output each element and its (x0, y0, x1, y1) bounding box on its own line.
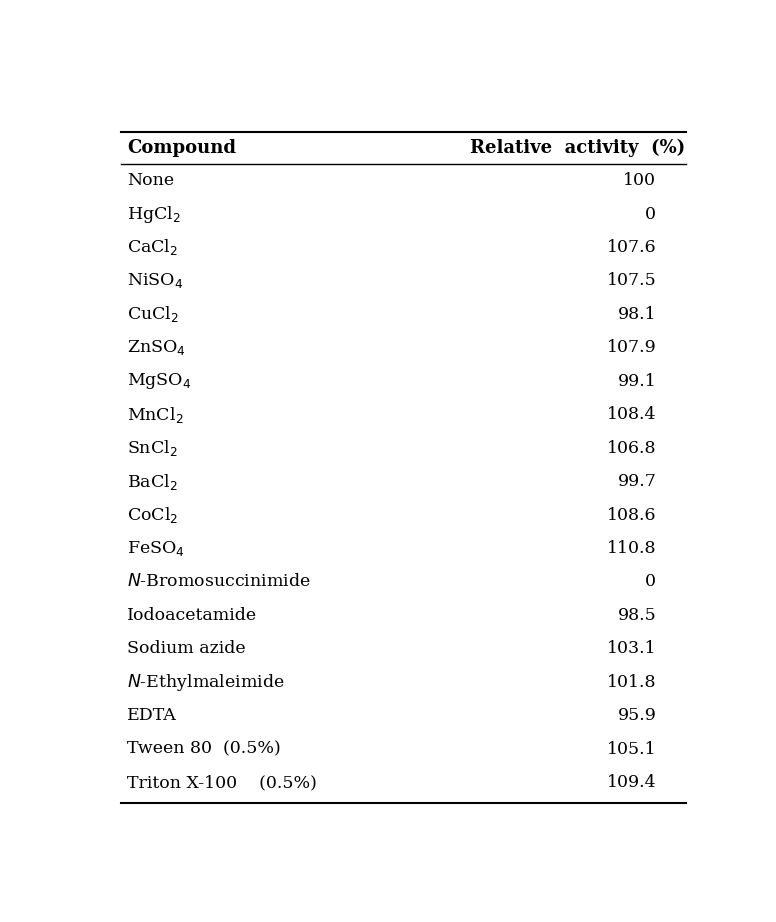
Text: MgSO$_4$: MgSO$_4$ (127, 372, 192, 391)
Text: BaCl$_2$: BaCl$_2$ (127, 471, 178, 491)
Text: 98.1: 98.1 (618, 306, 656, 323)
Text: 99.1: 99.1 (618, 372, 656, 390)
Text: SnCl$_2$: SnCl$_2$ (127, 438, 178, 458)
Text: Tween 80  (0.5%): Tween 80 (0.5%) (127, 740, 281, 758)
Text: $N$-Bromosuccinimide: $N$-Bromosuccinimide (127, 573, 311, 590)
Text: NiSO$_4$: NiSO$_4$ (127, 271, 183, 290)
Text: 98.5: 98.5 (618, 607, 656, 624)
Text: MnCl$_2$: MnCl$_2$ (127, 405, 184, 425)
Text: None: None (127, 172, 174, 189)
Text: 103.1: 103.1 (607, 640, 656, 657)
Text: 110.8: 110.8 (607, 540, 656, 557)
Text: Iodoacetamide: Iodoacetamide (127, 607, 257, 624)
Text: FeSO$_4$: FeSO$_4$ (127, 539, 185, 558)
Text: 100: 100 (623, 172, 656, 189)
Text: 99.7: 99.7 (618, 473, 656, 491)
Text: 101.8: 101.8 (607, 674, 656, 691)
Text: Triton X-100    (0.5%): Triton X-100 (0.5%) (127, 774, 317, 791)
Text: Compound: Compound (127, 139, 236, 157)
Text: EDTA: EDTA (127, 707, 177, 724)
Text: CuCl$_2$: CuCl$_2$ (127, 304, 179, 325)
Text: CaCl$_2$: CaCl$_2$ (127, 238, 178, 257)
Text: 106.8: 106.8 (607, 440, 656, 456)
Text: ZnSO$_4$: ZnSO$_4$ (127, 338, 185, 358)
Text: 109.4: 109.4 (607, 774, 656, 791)
Text: 107.9: 107.9 (607, 339, 656, 356)
Text: Sodium azide: Sodium azide (127, 640, 246, 657)
Text: HgCl$_2$: HgCl$_2$ (127, 204, 181, 225)
Text: 105.1: 105.1 (607, 740, 656, 758)
Text: CoCl$_2$: CoCl$_2$ (127, 505, 178, 525)
Text: 0: 0 (646, 573, 656, 590)
Text: 107.5: 107.5 (607, 272, 656, 290)
Text: 107.6: 107.6 (607, 239, 656, 256)
Text: 108.6: 108.6 (607, 506, 656, 524)
Text: 108.4: 108.4 (607, 407, 656, 423)
Text: $N$-Ethylmaleimide: $N$-Ethylmaleimide (127, 672, 285, 692)
Text: 95.9: 95.9 (618, 707, 656, 724)
Text: Relative  activity  (%): Relative activity (%) (470, 139, 686, 157)
Text: 0: 0 (646, 206, 656, 222)
